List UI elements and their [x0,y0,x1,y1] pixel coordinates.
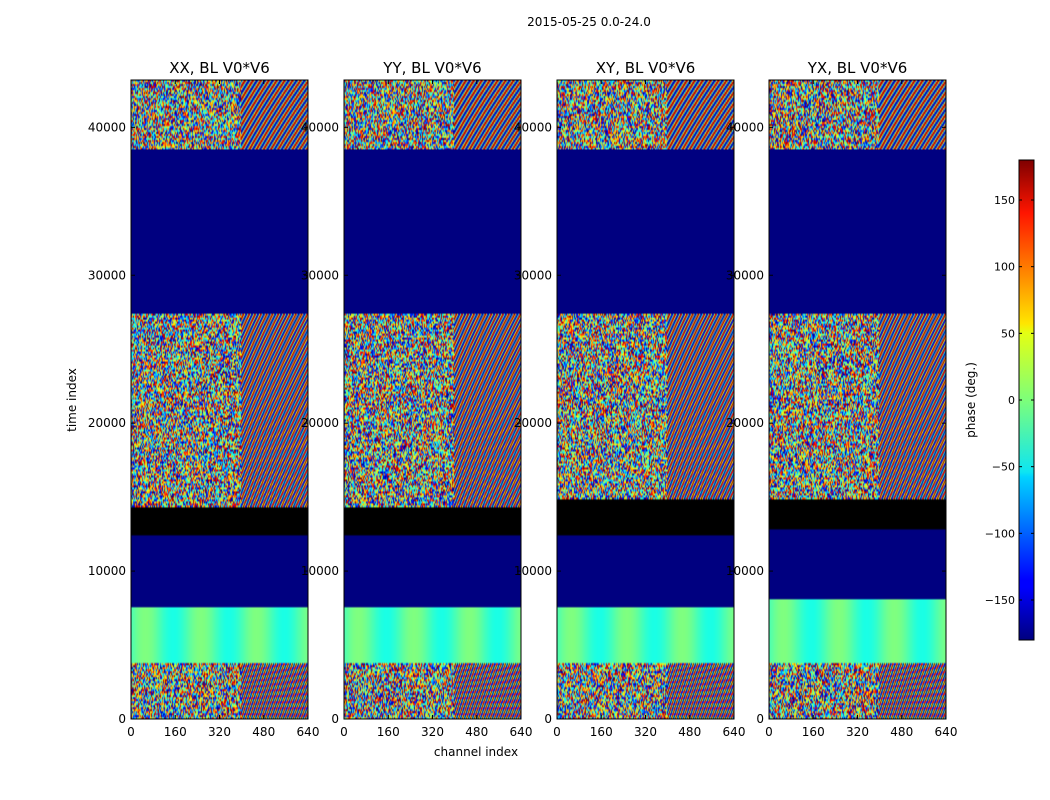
masked-region [769,149,946,313]
x-tick-label: 0 [765,725,773,739]
y-axis-label: time index [65,368,79,432]
y-tick-label: 10000 [301,564,339,578]
colorbar-tick-label: −150 [985,594,1015,607]
x-tick-label: 0 [553,725,561,739]
y-tick-label: 40000 [726,120,764,134]
x-tick-label: 320 [634,725,657,739]
colorbar-tick-label: −100 [985,527,1015,540]
x-tick-label: 160 [590,725,613,739]
panel-title: XY, BL V0*V6 [596,59,696,77]
colorbar-tick-label: 100 [994,261,1015,274]
x-tick-label: 640 [935,725,958,739]
y-tick-label: 10000 [514,564,552,578]
x-tick-label: 480 [678,725,701,739]
x-tick-label: 480 [890,725,913,739]
y-tick-label: 10000 [726,564,764,578]
y-tick-label: 20000 [88,416,126,430]
x-tick-label: 480 [465,725,488,739]
x-tick-label: 0 [127,725,135,739]
x-tick-label: 640 [723,725,746,739]
masked-region [344,149,521,313]
panel-1: XX, BL V0*V6 0 160 320 480 640 0 10000 20000 3000… [88,59,320,739]
y-tick-label: 30000 [726,268,764,282]
masked-region [557,149,734,313]
y-tick-label: 40000 [514,120,552,134]
figure-suptitle: 2015-05-25 0.0-24.0 [527,15,651,29]
x-tick-label: 0 [340,725,348,739]
colorbar-tick-label: 50 [1001,327,1015,340]
y-tick-label: 40000 [88,120,126,134]
colorbar: 150 100 50 0 −50 −100 −150 phase (deg.) [964,159,1035,641]
x-tick-label: 320 [421,725,444,739]
y-tick-label: 30000 [301,268,339,282]
y-tick-label: 30000 [88,268,126,282]
y-tick-label: 10000 [88,564,126,578]
y-tick-label: 40000 [301,120,339,134]
y-tick-label: 0 [331,712,339,726]
x-tick-label: 160 [164,725,187,739]
panels: XX, BL V0*V6 0 160 320 480 640 0 10000 20000 3000… [88,59,958,739]
colorbar-tick-label: 0 [1008,394,1015,407]
x-tick-label: 160 [377,725,400,739]
y-tick-label: 20000 [514,416,552,430]
panel-title: YX, BL V0*V6 [807,59,908,77]
panel-title: XX, BL V0*V6 [169,59,270,77]
colorbar-ticks: 150 100 50 0 −50 −100 −150 [985,194,1034,607]
y-tick-label: 0 [756,712,764,726]
x-tick-label: 640 [297,725,320,739]
colorbar-label: phase (deg.) [964,362,978,438]
colorbar-tick-label: −50 [992,461,1015,474]
x-tick-label: 320 [208,725,231,739]
panel-title: YY, BL V0*V6 [382,59,481,77]
panel-4: YX, BL V0*V6 0 160 320 480 640 0 10000 20000 3000… [726,59,958,739]
y-tick-label: 0 [118,712,126,726]
colorbar-tick-label: 150 [994,194,1015,207]
y-tick-label: 30000 [514,268,552,282]
panel-3: XY, BL V0*V6 0 160 320 480 640 0 10000 20000 3000… [514,59,746,739]
y-tick-label: 0 [544,712,552,726]
masked-region [131,149,308,313]
x-tick-label: 480 [252,725,275,739]
y-tick-label: 20000 [726,416,764,430]
panel-2: YY, BL V0*V6 0 160 320 480 640 0 10000 20000 3000… [301,59,533,739]
x-tick-label: 160 [802,725,825,739]
x-tick-label: 640 [510,725,533,739]
x-axis-label: channel index [434,745,518,759]
y-tick-label: 20000 [301,416,339,430]
x-tick-label: 320 [846,725,869,739]
